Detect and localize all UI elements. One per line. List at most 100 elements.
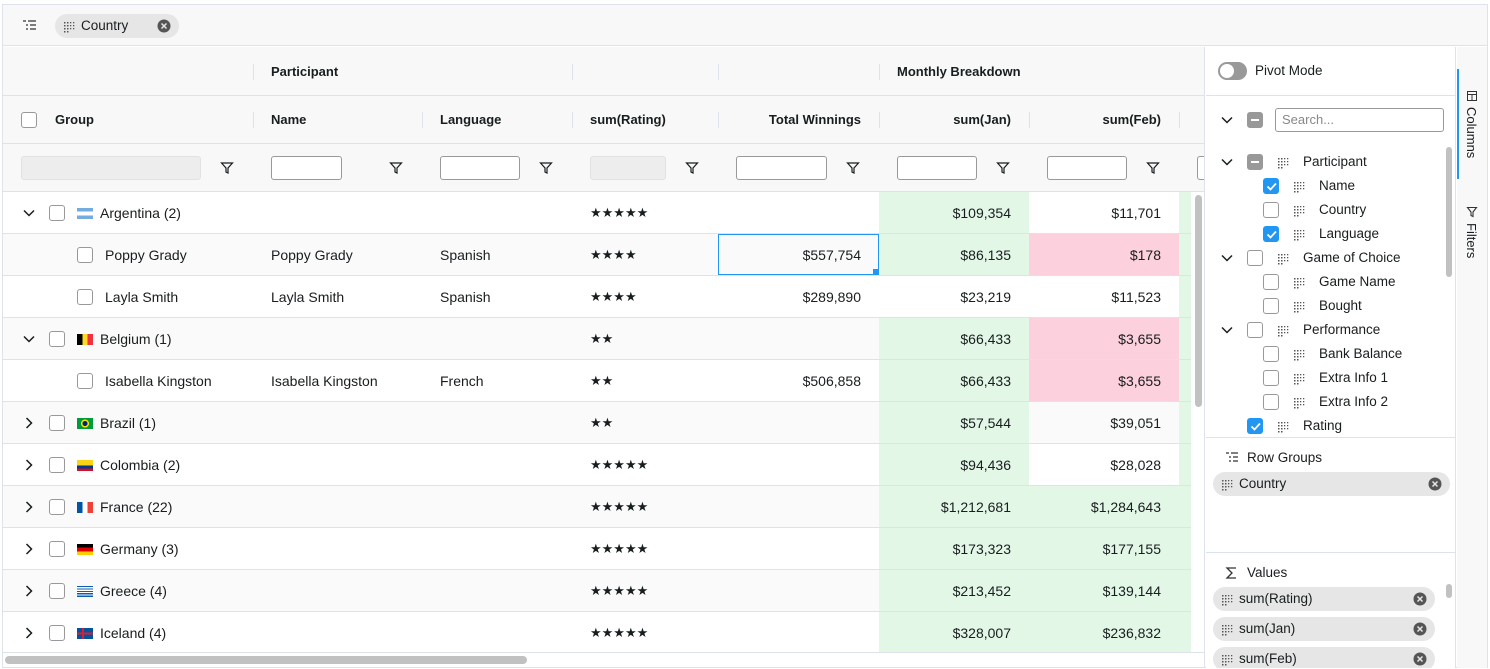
drag-handle[interactable]	[1294, 278, 1305, 289]
filter-icon[interactable]	[685, 162, 699, 174]
checkbox[interactable]	[77, 289, 93, 305]
column-item: Language	[1319, 226, 1380, 241]
filter-icon[interactable]	[1146, 162, 1160, 174]
grid-row[interactable]: Brazil (1) ★★ $57,544 $39,051	[3, 402, 1191, 444]
feb-cell	[1029, 444, 1179, 485]
search-input[interactable]: Search...	[1275, 108, 1444, 132]
filter-icon[interactable]	[996, 162, 1010, 174]
checkbox[interactable]	[1263, 346, 1279, 362]
drag-handle[interactable]	[1294, 398, 1305, 409]
filter-input[interactable]	[271, 156, 342, 180]
tab-icon[interactable]	[1467, 91, 1477, 101]
grid-row[interactable]: Isabella Kingston Isabella Kingston French…	[3, 360, 1191, 402]
expand-chevron[interactable]	[23, 459, 35, 471]
filter-input[interactable]	[736, 156, 827, 180]
checkbox[interactable]	[77, 247, 93, 263]
side-tab[interactable]: Filters	[1464, 223, 1479, 259]
grid-row[interactable]: Layla Smith Layla Smith Spanish $289,890 ★★★…	[3, 276, 1191, 318]
grid-row[interactable]: Iceland (4) ★★★★★ $328,007 $236,832	[3, 612, 1191, 652]
checkbox[interactable]	[1247, 250, 1263, 266]
checkbox[interactable]	[21, 112, 37, 128]
feb-cell	[1029, 192, 1179, 233]
checkbox[interactable]	[49, 625, 65, 641]
remove-chip[interactable]	[1413, 652, 1427, 666]
drag-handle[interactable]	[1294, 350, 1305, 361]
drag-handle[interactable]	[1294, 230, 1305, 241]
grid-row[interactable]: Greece (4) ★★★★★ $213,452 $139,144	[3, 570, 1191, 612]
checkbox[interactable]	[1247, 418, 1263, 434]
checkbox[interactable]	[49, 415, 65, 431]
jan-value: $86,135	[960, 247, 1011, 263]
drag-handle[interactable]	[1278, 422, 1289, 433]
expand-chevron[interactable]	[23, 501, 35, 513]
expand-chevron[interactable]	[23, 417, 35, 429]
filter-input[interactable]	[440, 156, 520, 180]
checkbox[interactable]	[49, 331, 65, 347]
side-tab[interactable]: Columns	[1464, 107, 1479, 159]
value-chip[interactable]: sum(Jan)	[1213, 617, 1435, 641]
filter-input[interactable]	[897, 156, 977, 180]
checkbox[interactable]	[1263, 226, 1279, 242]
filter-icon[interactable]	[389, 162, 403, 174]
expand-chevron[interactable]	[1221, 114, 1233, 126]
value-chip[interactable]: sum(Rating)	[1213, 587, 1435, 611]
filter-icon[interactable]	[846, 162, 860, 174]
drag-handle[interactable]	[1222, 655, 1233, 666]
remove-chip[interactable]	[157, 19, 171, 33]
grid-row[interactable]: Argentina (2) ★★★★★ $109,354 $11,701	[3, 192, 1191, 234]
row-group-chip[interactable]: Country	[1213, 472, 1450, 496]
expand-chevron[interactable]	[1221, 324, 1233, 336]
checkbox[interactable]	[1263, 298, 1279, 314]
checkbox[interactable]	[1263, 370, 1279, 386]
grid-row[interactable]: Belgium (1) ★★ $66,433 $3,655	[3, 318, 1191, 360]
checkbox[interactable]	[49, 205, 65, 221]
jan-value: $328,007	[952, 625, 1011, 641]
remove-chip[interactable]	[1413, 622, 1427, 636]
drag-handle[interactable]	[1294, 182, 1305, 193]
checkbox[interactable]	[1263, 274, 1279, 290]
checkbox[interactable]	[49, 457, 65, 473]
checkbox[interactable]	[77, 373, 93, 389]
drag-handle[interactable]	[64, 22, 75, 33]
filter-input[interactable]	[1047, 156, 1127, 180]
remove-chip[interactable]	[1428, 477, 1442, 491]
checkbox[interactable]	[1263, 394, 1279, 410]
checkbox[interactable]	[49, 583, 65, 599]
grid-row[interactable]: France (22) ★★★★★ $1,212,681 $1,284,643	[3, 486, 1191, 528]
remove-chip[interactable]	[1413, 592, 1427, 606]
expand-chevron[interactable]	[23, 207, 35, 219]
drag-handle[interactable]	[1278, 158, 1289, 169]
tab-icon[interactable]	[1466, 206, 1478, 218]
filter-input[interactable]	[1197, 156, 1204, 180]
expand-chevron[interactable]	[1221, 252, 1233, 264]
drag-handle[interactable]	[1222, 625, 1233, 636]
value-chip[interactable]: sum(Feb)	[1213, 647, 1435, 668]
drag-handle[interactable]	[1278, 254, 1289, 265]
grid-row[interactable]: Colombia (2) ★★★★★ $94,436 $28,028	[3, 444, 1191, 486]
drag-handle[interactable]	[1222, 480, 1233, 491]
filter-icon[interactable]	[539, 162, 553, 174]
checkbox[interactable]	[1247, 154, 1263, 170]
expand-chevron[interactable]	[23, 585, 35, 597]
drag-handle[interactable]	[1222, 595, 1233, 606]
h-scrollbar-thumb[interactable]	[5, 656, 527, 664]
expand-chevron[interactable]	[23, 627, 35, 639]
drag-handle[interactable]	[1294, 206, 1305, 217]
checkbox[interactable]	[1263, 178, 1279, 194]
checkbox[interactable]	[49, 499, 65, 515]
grid-row[interactable]: Germany (3) ★★★★★ $173,323 $177,155	[3, 528, 1191, 570]
row-group-chip[interactable]: Country	[55, 14, 179, 38]
drag-handle[interactable]	[1294, 374, 1305, 385]
grid-row[interactable]: Poppy Grady Poppy Grady Spanish $557,754 ★★★…	[3, 234, 1191, 276]
pivot-toggle[interactable]	[1218, 62, 1247, 80]
checkbox[interactable]	[1247, 322, 1263, 338]
drag-handle[interactable]	[1294, 302, 1305, 313]
expand-chevron[interactable]	[23, 333, 35, 345]
expand-chevron[interactable]	[23, 543, 35, 555]
expand-chevron[interactable]	[1221, 156, 1233, 168]
checkbox[interactable]	[49, 541, 65, 557]
filter-icon[interactable]	[220, 162, 234, 174]
checkbox[interactable]	[1263, 202, 1279, 218]
drag-handle[interactable]	[1278, 326, 1289, 337]
checkbox[interactable]	[1247, 112, 1263, 128]
